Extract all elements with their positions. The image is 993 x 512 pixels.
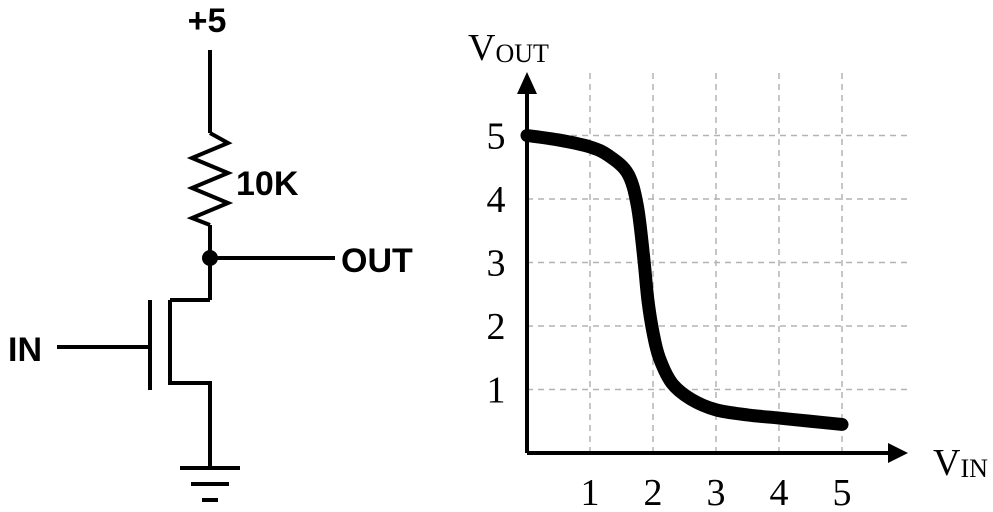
y-tick-label-5: 5 bbox=[487, 116, 506, 158]
x-tick-label-3: 3 bbox=[707, 472, 726, 512]
y-axis-label-sub: OUT bbox=[495, 39, 549, 68]
nmos-inverter-circuit bbox=[57, 50, 335, 502]
x-axis-arrow bbox=[888, 443, 908, 463]
x-axis-label-main: V bbox=[933, 442, 961, 484]
x-tick-label-1: 1 bbox=[581, 472, 600, 512]
output-node-dot bbox=[202, 250, 218, 266]
input-label: IN bbox=[8, 331, 42, 369]
output-label: OUT bbox=[341, 242, 413, 280]
transfer-curve bbox=[520, 129, 849, 431]
y-axis-label-main: V bbox=[468, 27, 496, 69]
y-axis-label: VOUT bbox=[468, 27, 549, 69]
grid bbox=[527, 72, 910, 453]
series-layer bbox=[520, 129, 849, 431]
y-tick-label-2: 2 bbox=[487, 306, 506, 348]
source-wire bbox=[170, 381, 212, 468]
y-tick-label-3: 3 bbox=[487, 243, 506, 285]
y-axis-arrow bbox=[517, 72, 537, 94]
y-tick-label-1: 1 bbox=[487, 370, 506, 412]
x-axis-label-sub: IN bbox=[960, 454, 988, 483]
x-tick-label-2: 2 bbox=[644, 472, 663, 512]
tick-labels: 1 2 3 4 5 1 2 3 4 5 bbox=[487, 116, 852, 512]
resistor-label: 10K bbox=[236, 165, 299, 203]
supply-label: +5 bbox=[188, 2, 227, 40]
axes bbox=[517, 72, 908, 463]
resistor bbox=[186, 131, 234, 227]
y-tick-label-4: 4 bbox=[487, 179, 506, 221]
x-tick-label-4: 4 bbox=[770, 472, 789, 512]
x-axis-label: VIN bbox=[933, 442, 988, 484]
x-tick-label-5: 5 bbox=[833, 472, 852, 512]
